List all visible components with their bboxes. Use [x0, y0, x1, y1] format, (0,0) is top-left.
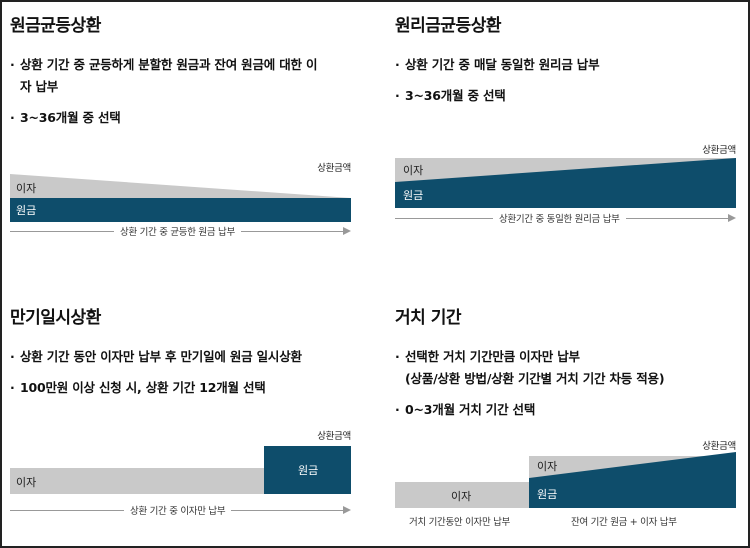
repayment-chart: 상환금액 이자 원금 상환 기간 중 균등한 원금 납부: [10, 156, 351, 246]
repayment-chart: 상환금액 이자 이자 원금 거치 기간동안 이자만 납부 잔여 기간 원금 + …: [395, 438, 736, 534]
repay-axis-label: 잔여 기간 원금 + 이자 납부: [571, 517, 677, 528]
bullet-list: 상환 기간 동안 이자만 납부 후 만기일에 원금 일시상환 100만원 이상 …: [10, 346, 355, 399]
chart-shapes: [395, 452, 736, 508]
principal-label: 원금: [403, 189, 424, 202]
repayment-chart: 상환금액 이자 원금 상환 기간 중 이자만 납부: [10, 428, 351, 536]
bullet-item: 3~36개월 중 선택: [10, 107, 355, 129]
arrow-head-icon: [728, 214, 736, 222]
bullet-list: 상환 기간 중 균등하게 분할한 원금과 잔여 원금에 대한 이 자 납부 3~…: [10, 54, 355, 129]
principal-label: 원금: [537, 488, 558, 501]
principal-shape: [395, 158, 736, 208]
section-bullet-repayment: 만기일시상환 상환 기간 동안 이자만 납부 후 만기일에 원금 일시상환 10…: [10, 306, 355, 538]
axis-label: 상환기간 중 동일한 원리금 납부: [493, 211, 626, 225]
axis-label: 상환 기간 중 균등한 원금 납부: [114, 224, 241, 238]
interest-label: 이자: [16, 182, 37, 195]
bullet-item: 선택한 거치 기간만큼 이자만 납부 (상품/상환 방법/상환 기간별 거치 기…: [395, 346, 740, 390]
section-equal-installment: 원리금균등상환 상환 기간 중 매달 동일한 원리금 납부 3~36개월 중 선…: [395, 14, 740, 254]
interest-label: 이자: [16, 476, 37, 489]
bullet-item: 상환 기간 동안 이자만 납부 후 만기일에 원금 일시상환: [10, 346, 355, 368]
bullet-item: 100만원 이상 신청 시, 상환 기간 12개월 선택: [10, 377, 355, 399]
grace-interest-label: 이자: [451, 490, 472, 503]
section-equal-principal: 원금균등상환 상환 기간 중 균등하게 분할한 원금과 잔여 원금에 대한 이 …: [10, 14, 355, 254]
section-title: 원리금균등상환: [395, 16, 501, 36]
bullet-text: 0~3개월 거치 기간 선택: [405, 402, 536, 417]
bullet-item: 3~36개월 중 선택: [395, 85, 740, 107]
bullet-text: 상환 기간 중 매달 동일한 원리금 납부: [405, 57, 600, 72]
section-title: 만기일시상환: [10, 308, 101, 328]
bullet-item: 상환 기간 중 균등하게 분할한 원금과 잔여 원금에 대한 이 자 납부: [10, 54, 355, 98]
principal-shape: [529, 452, 736, 508]
grace-interest-bar: [395, 482, 529, 508]
bullet-text: 상환 기간 동안 이자만 납부 후 만기일에 원금 일시상환: [20, 349, 302, 364]
bullet-text: 3~36개월 중 선택: [20, 110, 121, 125]
section-title: 거치 기간: [395, 308, 461, 328]
grace-axis-label: 거치 기간동안 이자만 납부: [409, 517, 510, 528]
principal-label: 원금: [16, 204, 37, 217]
interest-shape: [10, 174, 351, 198]
amount-label: 상환금액: [317, 163, 351, 174]
bullet-text: 100만원 이상 신청 시, 상환 기간 12개월 선택: [20, 380, 266, 395]
interest-label: 이자: [403, 164, 424, 177]
bullet-text: 상환 기간 중 균등하게 분할한 원금과 잔여 원금에 대한 이: [20, 57, 318, 72]
bullet-text: 선택한 거치 기간만큼 이자만 납부: [405, 349, 580, 364]
bullet-item: 상환 기간 중 매달 동일한 원리금 납부: [395, 54, 740, 76]
interest-label: 이자: [537, 460, 558, 473]
chart-shapes: [10, 174, 351, 222]
repayment-chart: 상환금액 이자 원금 상환기간 중 동일한 원리금 납부: [395, 142, 736, 242]
section-title: 원금균등상환: [10, 16, 101, 36]
bullet-list: 상환 기간 중 매달 동일한 원리금 납부 3~36개월 중 선택: [395, 54, 740, 107]
axis-label: 상환 기간 중 이자만 납부: [124, 503, 232, 517]
amount-label: 상환금액: [702, 145, 736, 156]
arrow-head-icon: [343, 227, 351, 235]
arrow-head-icon: [343, 506, 351, 514]
bullet-text: 3~36개월 중 선택: [405, 88, 506, 103]
interest-bar: [10, 468, 264, 494]
principal-label: 원금: [298, 464, 319, 477]
bullet-list: 선택한 거치 기간만큼 이자만 납부 (상품/상환 방법/상환 기간별 거치 기…: [395, 346, 740, 421]
chart-shapes: [395, 158, 736, 208]
amount-label: 상환금액: [702, 441, 736, 452]
bullet-text-continued: 자 납부: [20, 79, 59, 94]
principal-bar: [10, 198, 351, 222]
bullet-text-continued: (상품/상환 방법/상환 기간별 거치 기간 차등 적용): [405, 371, 665, 386]
amount-label: 상환금액: [317, 431, 351, 442]
bullet-item: 0~3개월 거치 기간 선택: [395, 399, 740, 421]
principal-bar: [264, 446, 351, 494]
section-grace-period: 거치 기간 선택한 거치 기간만큼 이자만 납부 (상품/상환 방법/상환 기간…: [395, 306, 740, 538]
